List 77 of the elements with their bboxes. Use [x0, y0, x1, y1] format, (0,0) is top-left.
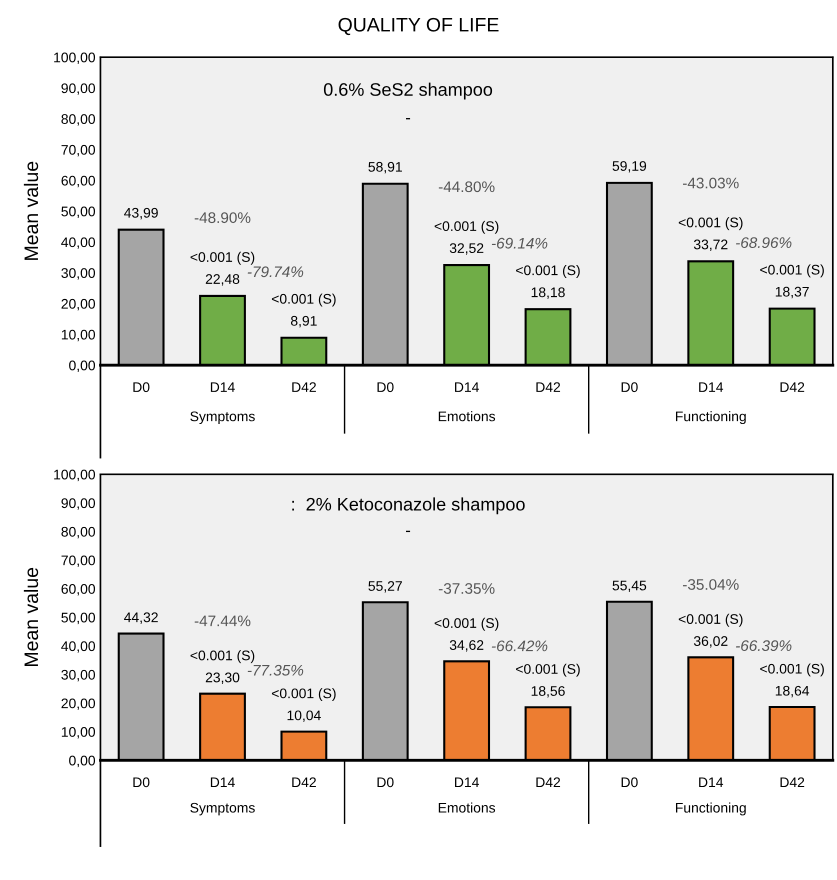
data-label: 43,99: [124, 208, 158, 220]
y-tick-label: 60,00: [62, 176, 96, 188]
text: Emotions: [438, 802, 496, 813]
x-tick-label: D0: [622, 777, 638, 788]
x-tick-label: D42: [292, 382, 316, 392]
y-tick-label: 70,00: [62, 144, 96, 156]
annotation: -37.35%: [438, 583, 495, 594]
annotation: -47.44%: [194, 616, 250, 626]
text: Functioning: [676, 411, 746, 424]
x-tick-label: D14: [699, 777, 724, 788]
annotation: -: [406, 530, 410, 532]
y-tick-label: 50,00: [61, 612, 96, 624]
x-tick-label: D14: [210, 382, 235, 392]
x-tick-label: D14: [455, 777, 479, 788]
annotation: -69.14%: [492, 238, 548, 249]
y-tick-label: 50,00: [61, 206, 96, 218]
annotation: -44.80%: [438, 181, 495, 192]
data-label: <0.001 (S) 10,04: [272, 688, 336, 722]
data-label: 44,32: [124, 612, 158, 624]
y-tick-label: 80,00: [61, 114, 96, 126]
data-label: 59,19: [612, 161, 646, 173]
annotation: -: [406, 118, 410, 120]
y-axis-title: Mean value: [24, 568, 38, 666]
x-tick-label: D14: [455, 382, 479, 392]
x-tick-label: D42: [780, 382, 804, 392]
y-tick-label: 0,00: [69, 360, 96, 372]
y-axis-title: Mean value: [24, 162, 38, 260]
y-tick-label: 100,00: [54, 470, 96, 482]
data-label: <0.001 (S) 18,18: [516, 265, 580, 299]
annotation: -77.35%: [248, 664, 304, 676]
y-tick-label: 40,00: [61, 237, 96, 249]
text: : 2% Ketoconazole shampoo: [292, 497, 525, 514]
y-tick-label: 20,00: [62, 298, 96, 310]
data-label: 55,27: [368, 581, 402, 593]
annotation: -35.04%: [682, 579, 739, 590]
annotation: -43.03%: [682, 178, 739, 188]
y-tick-label: 10,00: [62, 727, 96, 739]
data-label: <0.001 (S) 18,37: [760, 264, 824, 298]
text: Symptoms: [190, 802, 255, 816]
data-label: <0.001 (S) 8,91: [272, 294, 336, 328]
annotation: -66.39%: [736, 640, 792, 652]
x-tick-label: D0: [378, 777, 394, 788]
data-label: <0.001 (S) 18,56: [516, 664, 580, 698]
x-tick-label: D0: [133, 777, 150, 788]
y-tick-label: 100,00: [54, 52, 96, 64]
y-tick-label: 90,00: [61, 83, 96, 95]
x-tick-label: D14: [210, 777, 235, 788]
text: Symptoms: [190, 411, 255, 424]
data-label: 58,91: [368, 162, 402, 174]
x-tick-label: D42: [536, 777, 560, 788]
y-tick-label: 70,00: [62, 555, 96, 567]
text: Functioning: [676, 802, 746, 816]
text: Emotions: [438, 411, 496, 422]
annotation: -48.90%: [194, 212, 250, 224]
x-tick-label: D42: [292, 777, 316, 788]
annotation: -66.42%: [492, 640, 548, 652]
text: 0.6% SeS2 shampoo: [324, 82, 492, 100]
annotation: -79.74%: [248, 266, 304, 278]
chart-title: QUALITY OF LIFE: [338, 18, 499, 36]
x-tick-label: D0: [133, 382, 150, 392]
y-tick-label: 40,00: [61, 641, 96, 653]
x-tick-label: D0: [622, 382, 638, 392]
data-label: 55,45: [612, 580, 646, 592]
x-tick-label: D14: [699, 382, 724, 392]
y-tick-label: 30,00: [61, 268, 96, 280]
y-tick-label: 0,00: [69, 756, 96, 768]
annotation: -68.96%: [736, 237, 792, 248]
data-label: <0.001 (S) 18,64: [760, 663, 824, 698]
x-tick-label: D42: [780, 777, 804, 788]
y-tick-label: 30,00: [61, 670, 96, 682]
y-tick-label: 20,00: [62, 698, 96, 710]
x-tick-label: D0: [378, 382, 394, 392]
y-tick-label: 80,00: [61, 526, 96, 538]
y-tick-label: 10,00: [62, 330, 96, 342]
y-tick-label: 90,00: [61, 498, 96, 510]
x-tick-label: D42: [536, 382, 560, 392]
y-tick-label: 60,00: [62, 584, 96, 596]
